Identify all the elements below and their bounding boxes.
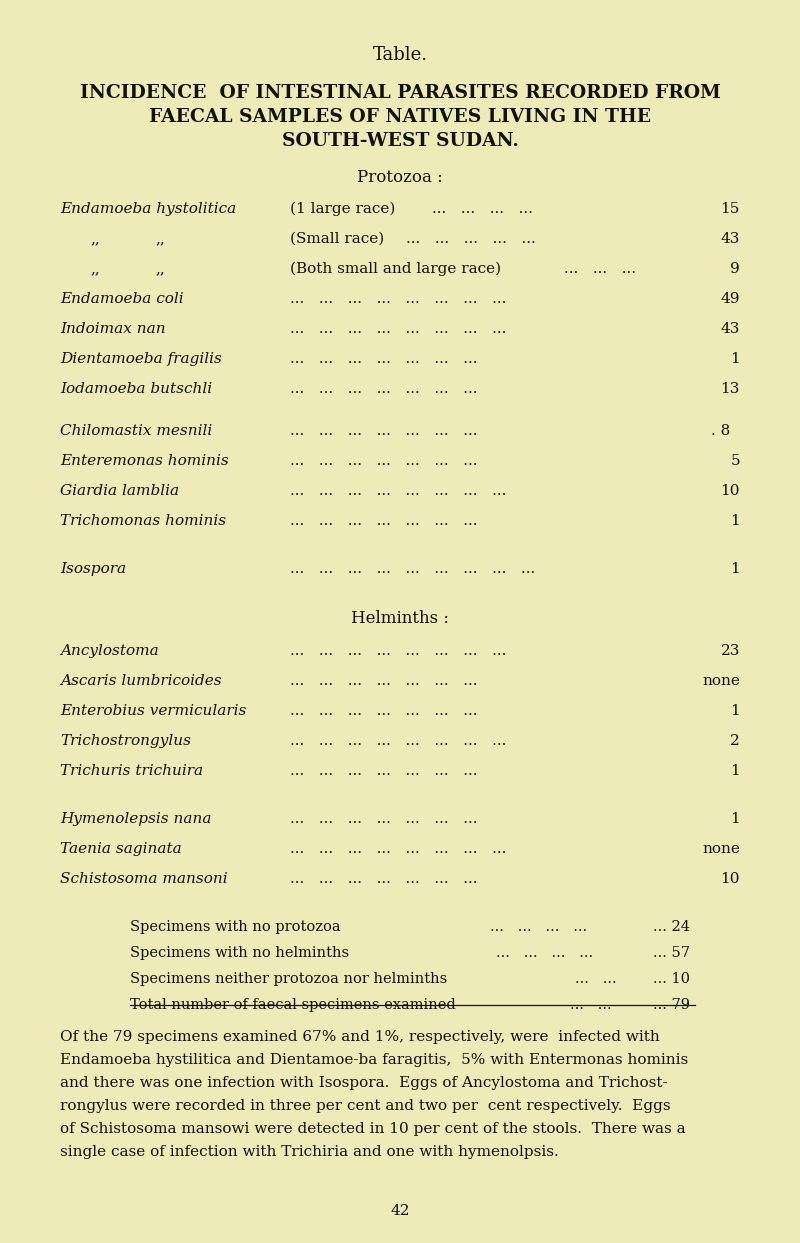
Text: (Both small and large race): (Both small and large race) — [290, 261, 501, 276]
Text: ...   ...   ...   ...   ...   ...   ...   ...   ...: ... ... ... ... ... ... ... ... ... — [290, 562, 535, 576]
Text: Ancylostoma: Ancylostoma — [60, 644, 158, 658]
Text: Ascaris lumbricoides: Ascaris lumbricoides — [60, 674, 222, 687]
Text: ... 57: ... 57 — [653, 946, 690, 960]
Text: Specimens with no helminths: Specimens with no helminths — [130, 946, 349, 960]
Text: FAECAL SAMPLES OF NATIVES LIVING IN THE: FAECAL SAMPLES OF NATIVES LIVING IN THE — [149, 108, 651, 126]
Text: ...   ...   ...   ...   ...   ...   ...   ...: ... ... ... ... ... ... ... ... — [290, 322, 506, 336]
Text: 42: 42 — [390, 1204, 410, 1218]
Text: ,,: ,, — [90, 232, 100, 246]
Text: 2: 2 — [730, 735, 740, 748]
Text: Enteremonas hominis: Enteremonas hominis — [60, 454, 229, 469]
Text: . 8: . 8 — [710, 424, 730, 438]
Text: ...   ...   ...   ...   ...   ...   ...: ... ... ... ... ... ... ... — [290, 382, 478, 397]
Text: 1: 1 — [730, 764, 740, 778]
Text: (1 large race): (1 large race) — [290, 201, 395, 216]
Text: 43: 43 — [721, 322, 740, 336]
Text: (Small race): (Small race) — [290, 232, 384, 246]
Text: ...   ...   ...   ...   ...   ...   ...   ...: ... ... ... ... ... ... ... ... — [290, 484, 506, 498]
Text: 15: 15 — [721, 203, 740, 216]
Text: ...   ...   ...   ...   ...   ...   ...: ... ... ... ... ... ... ... — [290, 674, 478, 687]
Text: ...   ...   ...   ...   ...   ...   ...   ...: ... ... ... ... ... ... ... ... — [290, 292, 506, 306]
Text: Trichomonas hominis: Trichomonas hominis — [60, 515, 226, 528]
Text: 1: 1 — [730, 352, 740, 365]
Text: Table.: Table. — [373, 46, 427, 63]
Text: 1: 1 — [730, 562, 740, 576]
Text: ,,: ,, — [90, 262, 100, 276]
Text: rongylus were recorded in three per cent and two per  cent respectively.  Eggs: rongylus were recorded in three per cent… — [60, 1099, 670, 1112]
Text: none: none — [702, 674, 740, 687]
Text: 9: 9 — [730, 262, 740, 276]
Text: INCIDENCE  OF INTESTINAL PARASITES RECORDED FROM: INCIDENCE OF INTESTINAL PARASITES RECORD… — [80, 85, 720, 102]
Text: ...   ...   ...   ...   ...   ...   ...: ... ... ... ... ... ... ... — [290, 704, 478, 718]
Text: Endamoeba hystilitica and Dientamoe-ba faragitis,  5% with Entermonas hominis: Endamoeba hystilitica and Dientamoe-ba f… — [60, 1053, 688, 1066]
Text: SOUTH-WEST SUDAN.: SOUTH-WEST SUDAN. — [282, 132, 518, 150]
Text: Iodamoeba butschli: Iodamoeba butschli — [60, 382, 212, 397]
Text: 1: 1 — [730, 515, 740, 528]
Text: ... 10: ... 10 — [653, 972, 690, 986]
Text: Of the 79 specimens examined 67% and 1%, respectively, were  infected with: Of the 79 specimens examined 67% and 1%,… — [60, 1030, 660, 1044]
Text: ... 79: ... 79 — [653, 998, 690, 1012]
Text: ... 24: ... 24 — [653, 920, 690, 933]
Text: Taenia saginata: Taenia saginata — [60, 842, 182, 856]
Text: Chilomastix mesnili: Chilomastix mesnili — [60, 424, 212, 438]
Text: of Schistosoma mansowi were detected in 10 per cent of the stools.  There was a: of Schistosoma mansowi were detected in … — [60, 1122, 686, 1136]
Text: ...   ...   ...   ...: ... ... ... ... — [496, 946, 593, 960]
Text: 10: 10 — [721, 484, 740, 498]
Text: ...   ...   ...   ...   ...: ... ... ... ... ... — [406, 232, 536, 246]
Text: Hymenolepsis nana: Hymenolepsis nana — [60, 812, 211, 827]
Text: Endamoeba coli: Endamoeba coli — [60, 292, 184, 306]
Text: none: none — [702, 842, 740, 856]
Text: Giardia lamblia: Giardia lamblia — [60, 484, 179, 498]
Text: ,,: ,, — [155, 262, 165, 276]
Text: ...   ...   ...   ...   ...   ...   ...: ... ... ... ... ... ... ... — [290, 764, 478, 778]
Text: ...   ...   ...: ... ... ... — [564, 262, 636, 276]
Text: and there was one infection with Isospora.  Eggs of Ancylostoma and Trichost-: and there was one infection with Isospor… — [60, 1076, 668, 1090]
Text: Protozoa :: Protozoa : — [357, 169, 443, 186]
Text: Helminths :: Helminths : — [351, 610, 449, 626]
Text: ...   ...: ... ... — [570, 998, 612, 1012]
Text: ...   ...   ...   ...   ...   ...   ...   ...: ... ... ... ... ... ... ... ... — [290, 735, 506, 748]
Text: ,,: ,, — [155, 232, 165, 246]
Text: ...   ...   ...   ...   ...   ...   ...: ... ... ... ... ... ... ... — [290, 424, 478, 438]
Text: Trichuris trichuira: Trichuris trichuira — [60, 764, 203, 778]
Text: 1: 1 — [730, 812, 740, 827]
Text: 10: 10 — [721, 873, 740, 886]
Text: Indoimax nan: Indoimax nan — [60, 322, 166, 336]
Text: Specimens with no protozoa: Specimens with no protozoa — [130, 920, 341, 933]
Text: ...   ...   ...   ...   ...   ...   ...   ...: ... ... ... ... ... ... ... ... — [290, 842, 506, 856]
Text: ...   ...   ...   ...   ...   ...   ...: ... ... ... ... ... ... ... — [290, 454, 478, 469]
Text: ...   ...   ...   ...: ... ... ... ... — [490, 920, 587, 933]
Text: Dientamoeba fragilis: Dientamoeba fragilis — [60, 352, 222, 365]
Text: Specimens neither protozoa nor helminths: Specimens neither protozoa nor helminths — [130, 972, 447, 986]
Text: 13: 13 — [721, 382, 740, 397]
Text: Schistosoma mansoni: Schistosoma mansoni — [60, 873, 228, 886]
Text: ...   ...   ...   ...   ...   ...   ...: ... ... ... ... ... ... ... — [290, 812, 478, 827]
Text: 5: 5 — [730, 454, 740, 469]
Text: single case of infection with Trichiria and one with hymenolpsis.: single case of infection with Trichiria … — [60, 1145, 558, 1158]
Text: ...   ...   ...   ...   ...   ...   ...: ... ... ... ... ... ... ... — [290, 873, 478, 886]
Text: Endamoeba hystolitica: Endamoeba hystolitica — [60, 203, 236, 216]
Text: 1: 1 — [730, 704, 740, 718]
Text: ...   ...   ...   ...: ... ... ... ... — [432, 203, 533, 216]
Text: ...   ...   ...   ...   ...   ...   ...   ...: ... ... ... ... ... ... ... ... — [290, 644, 506, 658]
Text: ...   ...: ... ... — [575, 972, 617, 986]
Text: Trichostrongylus: Trichostrongylus — [60, 735, 191, 748]
Text: 49: 49 — [721, 292, 740, 306]
Text: Enterobius vermicularis: Enterobius vermicularis — [60, 704, 246, 718]
Text: 23: 23 — [721, 644, 740, 658]
Text: 43: 43 — [721, 232, 740, 246]
Text: ...   ...   ...   ...   ...   ...   ...: ... ... ... ... ... ... ... — [290, 515, 478, 528]
Text: Isospora: Isospora — [60, 562, 126, 576]
Text: ...   ...   ...   ...   ...   ...   ...: ... ... ... ... ... ... ... — [290, 352, 478, 365]
Text: Total number of faecal specimens examined: Total number of faecal specimens examine… — [130, 998, 456, 1012]
